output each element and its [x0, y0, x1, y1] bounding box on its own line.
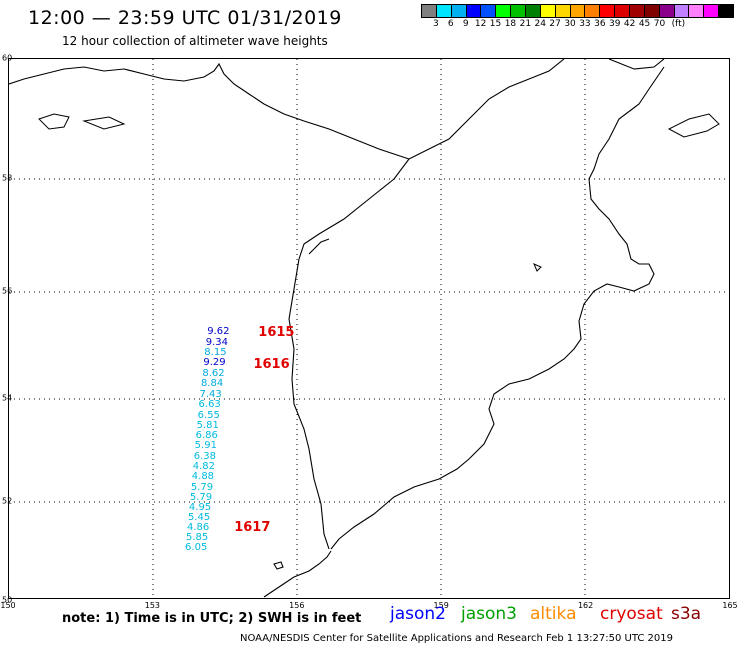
legend-swatch [719, 5, 734, 17]
wave-height-value: 5.79 [190, 481, 214, 493]
wave-height-value: 8.62 [202, 367, 225, 379]
legend-swatch [540, 5, 556, 17]
latitude-label: 56 [2, 286, 13, 296]
legend-tick: 21 [519, 19, 532, 29]
wave-height-value: 9.29 [203, 357, 226, 369]
commander-islands [533, 113, 720, 272]
mission-name: jason3 [461, 604, 517, 624]
map-plot-area [8, 58, 730, 599]
latitude-label: 54 [2, 393, 13, 403]
pass-number-label: 1615 [258, 324, 295, 340]
mission-name: altika [530, 604, 577, 624]
wave-height-value: 6.86 [195, 430, 218, 442]
wave-height-value: 5.85 [186, 531, 209, 543]
wave-height-value: 4.95 [188, 501, 212, 513]
legend-tick: 18 [504, 19, 517, 29]
legend-swatch [436, 5, 452, 17]
legend-tick: 27 [549, 19, 561, 29]
legend-swatch [585, 5, 601, 17]
legend-tick: 39 [609, 19, 621, 29]
wave-height-value: 4.88 [191, 471, 215, 483]
legend-tick-labels: 3 6 9 12 15 18 21 24 27 30 33 36 39 42 45 70 (ft) [421, 18, 734, 30]
longitude-label: 165 [722, 601, 738, 610]
southern-islands [263, 550, 332, 598]
shantar-islands [38, 113, 126, 130]
wave-height-value: 6.05 [185, 541, 208, 553]
northern-coastline [9, 62, 410, 160]
kamchatka-coastline [288, 59, 665, 550]
graticule [9, 59, 729, 598]
legend-swatch [689, 5, 705, 17]
pass-number-label: 1616 [253, 356, 290, 372]
legend-swatch [466, 5, 482, 17]
legend-swatch [704, 5, 720, 17]
wave-height-value: 9.62 [207, 325, 230, 337]
wave-height-value: 5.79 [189, 491, 213, 503]
legend-tick: 45 [638, 19, 651, 29]
wave-height-value: 5.91 [194, 440, 217, 452]
mission-name: s3a [671, 604, 702, 624]
wave-height-value: 6.55 [197, 409, 220, 421]
legend-tick: 33 [579, 19, 591, 29]
legend-swatch [659, 5, 675, 17]
footer-note: note: 1) Time is in UTC; 2) SWH is in fe… [62, 611, 362, 626]
legend-tick: 30 [564, 19, 576, 29]
latitude-label: 58 [2, 173, 13, 183]
legend-tick: 9 [462, 19, 469, 29]
wave-height-value: 4.82 [192, 461, 216, 473]
longitude-label: 153 [144, 601, 161, 610]
legend-tick: 36 [594, 19, 606, 29]
latitude-label: 60 [2, 53, 13, 63]
legend-tick: 42 [623, 19, 636, 29]
legend-swatch [496, 5, 512, 17]
latitude-label: 52 [2, 496, 13, 506]
legend-tick: 70 [653, 19, 666, 29]
legend-swatch [644, 5, 660, 17]
credit-line: NOAA/NESDIS Center for Satellite Applica… [240, 633, 673, 644]
legend-unit: (ft) [671, 19, 686, 29]
map-subtitle: 12 hour collection of altimeter wave hei… [62, 34, 328, 48]
wave-height-value: 9.34 [205, 336, 229, 348]
legend-swatch [526, 5, 541, 17]
legend-swatch [674, 5, 690, 17]
legend-swatch [422, 5, 437, 17]
legend-swatch [555, 5, 571, 17]
mission-name: jason2 [390, 604, 446, 624]
legend-swatch [481, 5, 497, 17]
wave-height-value: 8.84 [200, 378, 224, 390]
mission-name: cryosat [600, 604, 663, 624]
legend-swatch [615, 5, 631, 17]
legend-tick: 3 [433, 19, 439, 29]
wave-height-value: 4.86 [186, 521, 210, 533]
wave-height-value: 5.45 [187, 511, 211, 523]
legend-tick: 24 [534, 19, 546, 29]
legend-color-bar [421, 4, 734, 18]
longitude-label: 150 [0, 601, 16, 610]
legend-tick: 12 [474, 19, 487, 29]
wave-height-value: 6.63 [198, 399, 221, 411]
wave-height-value: 8.15 [204, 347, 227, 359]
pass-number-label: 1617 [234, 520, 271, 536]
legend-swatch [451, 5, 467, 17]
coastline-map [9, 59, 729, 598]
wave-height-value: 6.38 [193, 450, 216, 462]
map-title: 12:00 — 23:59 UTC 01/31/2019 [28, 7, 342, 29]
latitude-label: 50 [2, 595, 13, 605]
wave-height-value: 5.81 [196, 419, 219, 431]
legend-tick: 6 [447, 19, 454, 29]
longitude-label: 159 [433, 601, 449, 610]
longitude-label: 156 [289, 601, 305, 610]
legend-swatch [511, 5, 527, 17]
wave-height-value: 7.43 [199, 388, 222, 400]
longitude-label: 162 [577, 601, 594, 610]
legend-swatch [630, 5, 645, 17]
legend-swatch [600, 5, 616, 17]
legend-swatch [570, 5, 586, 17]
legend-tick: 15 [489, 19, 502, 29]
color-legend: 3 6 9 12 15 18 21 24 27 30 33 36 39 42 45 70 (ft) [421, 4, 734, 30]
